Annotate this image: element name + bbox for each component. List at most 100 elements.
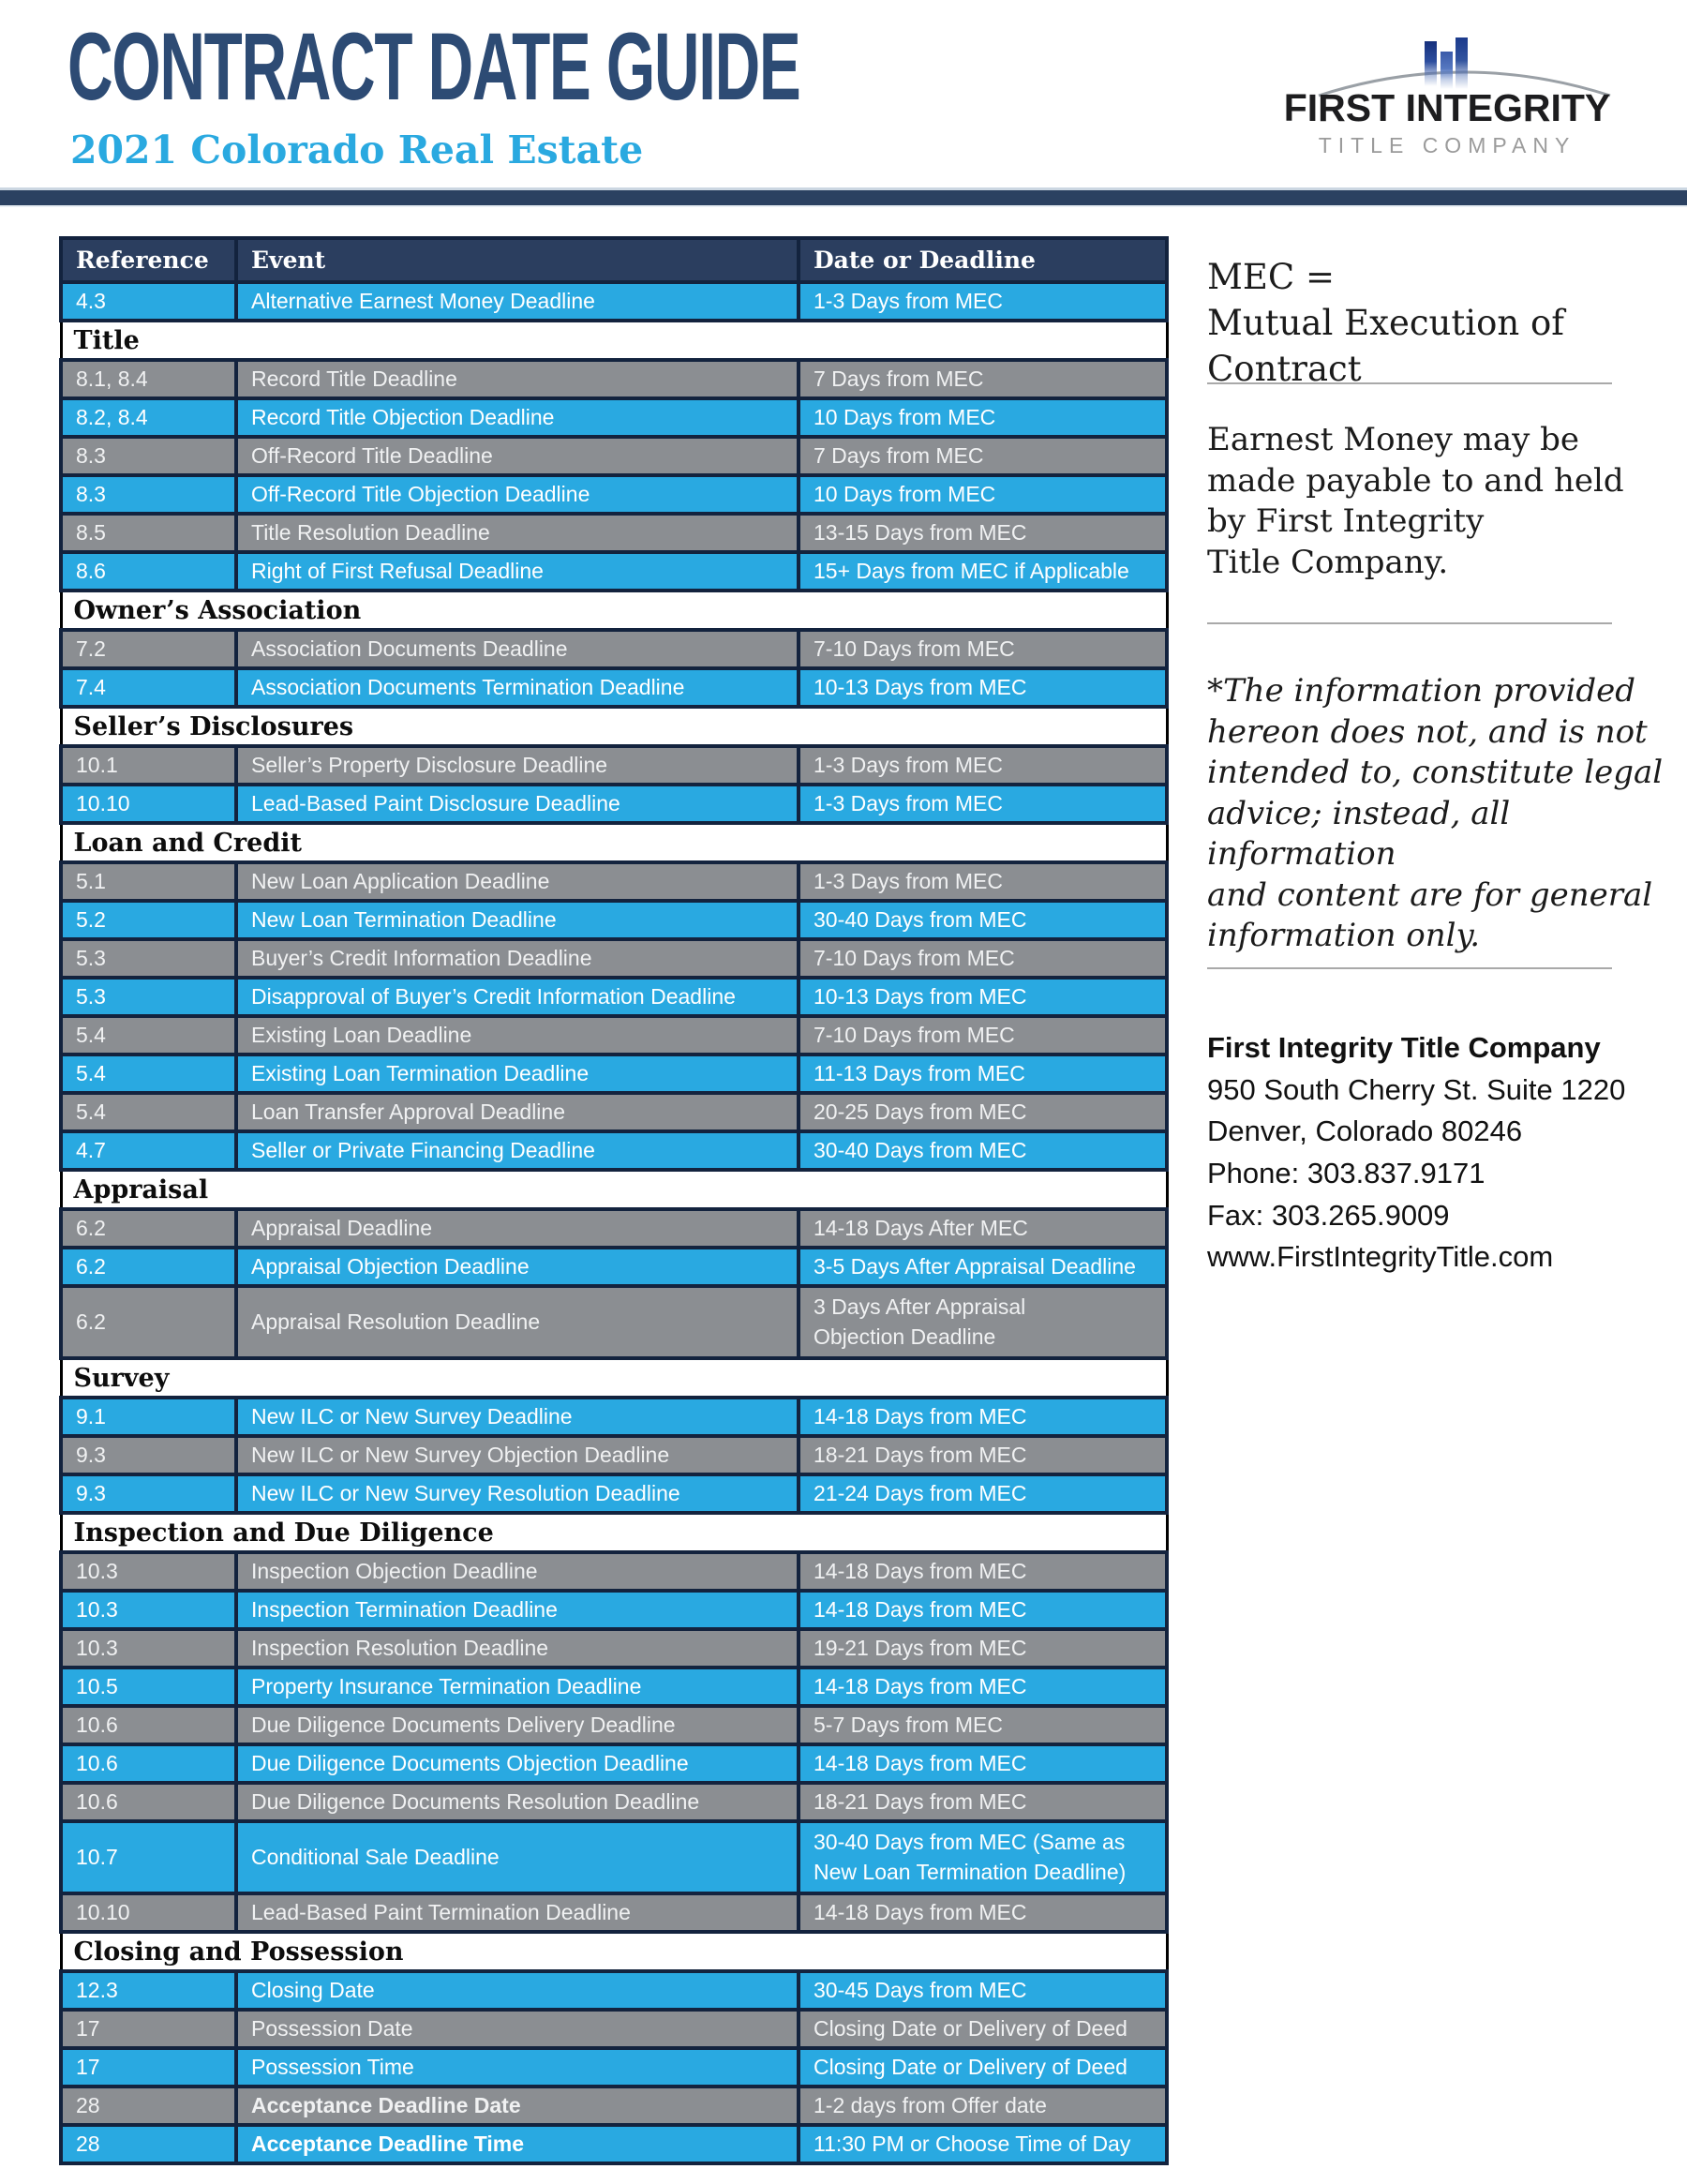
first-integrity-logo: FIRST INTEGRITY TITLE COMPANY <box>1275 19 1621 169</box>
event-cell: Conditional Sale Deadline <box>234 1819 800 1895</box>
event-cell: Inspection Resolution Deadline <box>234 1627 800 1669</box>
table-row: 17 Possession Date Closing Date or Deliver… <box>59 2008 1169 2050</box>
section-header-label: Title <box>59 319 1169 362</box>
logo-building-bar-icon <box>1425 41 1437 86</box>
date-cell: 30-45 Days from MEC <box>797 1969 1169 2012</box>
reference-cell: 10.3 <box>59 1627 238 1669</box>
date-cell: 18-21 Days from MEC <box>797 1434 1169 1476</box>
event-cell: Acceptance Deadline Date <box>234 2085 800 2127</box>
table-row: 8.1, 8.4 Record Title Deadline 7 Days from… <box>59 358 1169 400</box>
date-cell: 10 Days from MEC <box>797 396 1169 439</box>
event-cell: Closing Date <box>234 1969 800 2012</box>
event-cell: Association Documents Deadline <box>234 628 800 670</box>
legal-disclaimer-note: *The information provided hereon does no… <box>1207 672 1664 955</box>
section-header-label: Loan and Credit <box>59 821 1169 864</box>
reference-cell: 8.6 <box>59 550 238 592</box>
event-cell: Association Documents Termination Deadli… <box>234 666 800 709</box>
date-cell: 7-10 Days from MEC <box>797 1014 1169 1056</box>
date-cell: 14-18 Days from MEC <box>797 1743 1169 1785</box>
event-cell: Due Diligence Documents Resolution Deadl… <box>234 1781 800 1823</box>
table-row: 6.2 Appraisal Objection Deadline 3-5 Days … <box>59 1246 1169 1288</box>
date-cell: 1-3 Days from MEC <box>797 744 1169 786</box>
reference-cell: 10.3 <box>59 1589 238 1631</box>
reference-cell: 9.1 <box>59 1396 238 1438</box>
event-cell: Property Insurance Termination Deadline <box>234 1666 800 1708</box>
table-row: 4.3 Alternative Earnest Money Deadline 1-3… <box>59 280 1169 322</box>
event-cell: Off-Record Title Deadline <box>234 435 800 477</box>
date-cell: 7-10 Days from MEC <box>797 937 1169 980</box>
date-cell: 15+ Days from MEC if Applicable <box>797 550 1169 592</box>
table-row: 9.3 New ILC or New Survey Resolution Dead… <box>59 1473 1169 1515</box>
event-cell: Seller or Private Financing Deadline <box>234 1129 800 1172</box>
reference-cell: 28 <box>59 2085 238 2127</box>
date-cell: 1-3 Days from MEC <box>797 860 1169 903</box>
date-cell: Closing Date or Delivery of Deed <box>797 2008 1169 2050</box>
reference-cell: 9.3 <box>59 1473 238 1515</box>
date-cell: 11-13 Days from MEC <box>797 1053 1169 1095</box>
section-header-row: Appraisal <box>59 1168 1169 1211</box>
date-cell: 14-18 Days from MEC <box>797 1666 1169 1708</box>
table-row: 9.3 New ILC or New Survey Objection Deadl… <box>59 1434 1169 1476</box>
table-row: 5.3 Buyer’s Credit Information Deadline 7-… <box>59 937 1169 980</box>
event-cell: Record Title Objection Deadline <box>234 396 800 439</box>
table-row: 5.1 New Loan Application Deadline 1-3 Days… <box>59 860 1169 903</box>
date-cell: 18-21 Days from MEC <box>797 1781 1169 1823</box>
event-cell: Right of First Refusal Deadline <box>234 550 800 592</box>
date-cell: 19-21 Days from MEC <box>797 1627 1169 1669</box>
table-row: 4.7 Seller or Private Financing Deadline 3… <box>59 1129 1169 1172</box>
section-header-row: Owner’s Association <box>59 589 1169 632</box>
event-cell: New ILC or New Survey Objection Deadline <box>234 1434 800 1476</box>
date-cell: 1-3 Days from MEC <box>797 783 1169 825</box>
reference-cell: 28 <box>59 2123 238 2165</box>
table-row: 5.4 Existing Loan Deadline 7-10 Days from … <box>59 1014 1169 1056</box>
reference-cell: 17 <box>59 2008 238 2050</box>
date-cell: 14-18 Days from MEC <box>797 1550 1169 1593</box>
reference-cell: 17 <box>59 2046 238 2088</box>
date-cell: 21-24 Days from MEC <box>797 1473 1169 1515</box>
reference-cell: 6.2 <box>59 1207 238 1249</box>
date-cell: 10-13 Days from MEC <box>797 666 1169 709</box>
event-cell: Appraisal Deadline <box>234 1207 800 1249</box>
date-cell: 13-15 Days from MEC <box>797 512 1169 554</box>
table-row: 5.3 Disapproval of Buyer’s Credit Informa… <box>59 976 1169 1018</box>
table-row: 10.3 Inspection Resolution Deadline 19-21 … <box>59 1627 1169 1669</box>
table-row: 10.5 Property Insurance Termination Deadl… <box>59 1666 1169 1708</box>
event-cell: Disapproval of Buyer’s Credit Informatio… <box>234 976 800 1018</box>
event-column-header: Event <box>234 236 800 284</box>
logo-company-subname: TITLE COMPANY <box>1318 133 1576 157</box>
table-row: 5.2 New Loan Termination Deadline 30-40 Da… <box>59 899 1169 941</box>
date-cell: 7 Days from MEC <box>797 358 1169 400</box>
section-header-label: Seller’s Disclosures <box>59 705 1169 748</box>
table-row: 8.5 Title Resolution Deadline 13-15 Days f… <box>59 512 1169 554</box>
reference-cell: 8.3 <box>59 473 238 516</box>
reference-cell: 5.3 <box>59 976 238 1018</box>
event-cell: Lead-Based Paint Termination Deadline <box>234 1892 800 1934</box>
date-cell: 14-18 Days from MEC <box>797 1589 1169 1631</box>
reference-cell: 7.4 <box>59 666 238 709</box>
page-title: CONTRACT DATE GUIDE <box>67 13 801 120</box>
reference-cell: 7.2 <box>59 628 238 670</box>
event-cell: Acceptance Deadline Time <box>234 2123 800 2165</box>
table-row: 7.2 Association Documents Deadline 7-10 Da… <box>59 628 1169 670</box>
logo-building-bar-icon <box>1456 37 1468 89</box>
table-header-row: Reference Event Date or Deadline <box>59 236 1169 284</box>
event-cell: Buyer’s Credit Information Deadline <box>234 937 800 980</box>
reference-cell: 12.3 <box>59 1969 238 2012</box>
section-header-label: Inspection and Due Diligence <box>59 1511 1169 1554</box>
event-cell: Possession Time <box>234 2046 800 2088</box>
table-row: 10.6 Due Diligence Documents Resolution D… <box>59 1781 1169 1823</box>
reference-cell: 8.1, 8.4 <box>59 358 238 400</box>
section-header-label: Survey <box>59 1356 1169 1399</box>
mec-definition-note: MEC = Mutual Execution of Contract <box>1207 257 1564 389</box>
section-header-label: Closing and Possession <box>59 1930 1169 1973</box>
table-row: 9.1 New ILC or New Survey Deadline 14-18 D… <box>59 1396 1169 1438</box>
date-cell: 3-5 Days After Appraisal Deadline <box>797 1246 1169 1288</box>
date-column-header: Date or Deadline <box>797 236 1169 284</box>
section-header-row: Closing and Possession <box>59 1930 1169 1973</box>
date-cell: 14-18 Days from MEC <box>797 1396 1169 1438</box>
section-header-row: Loan and Credit <box>59 821 1169 864</box>
logo-building-bar-icon <box>1441 52 1453 89</box>
reference-cell: 10.1 <box>59 744 238 786</box>
contract-table-head: Reference Event Date or Deadline <box>59 236 1169 284</box>
